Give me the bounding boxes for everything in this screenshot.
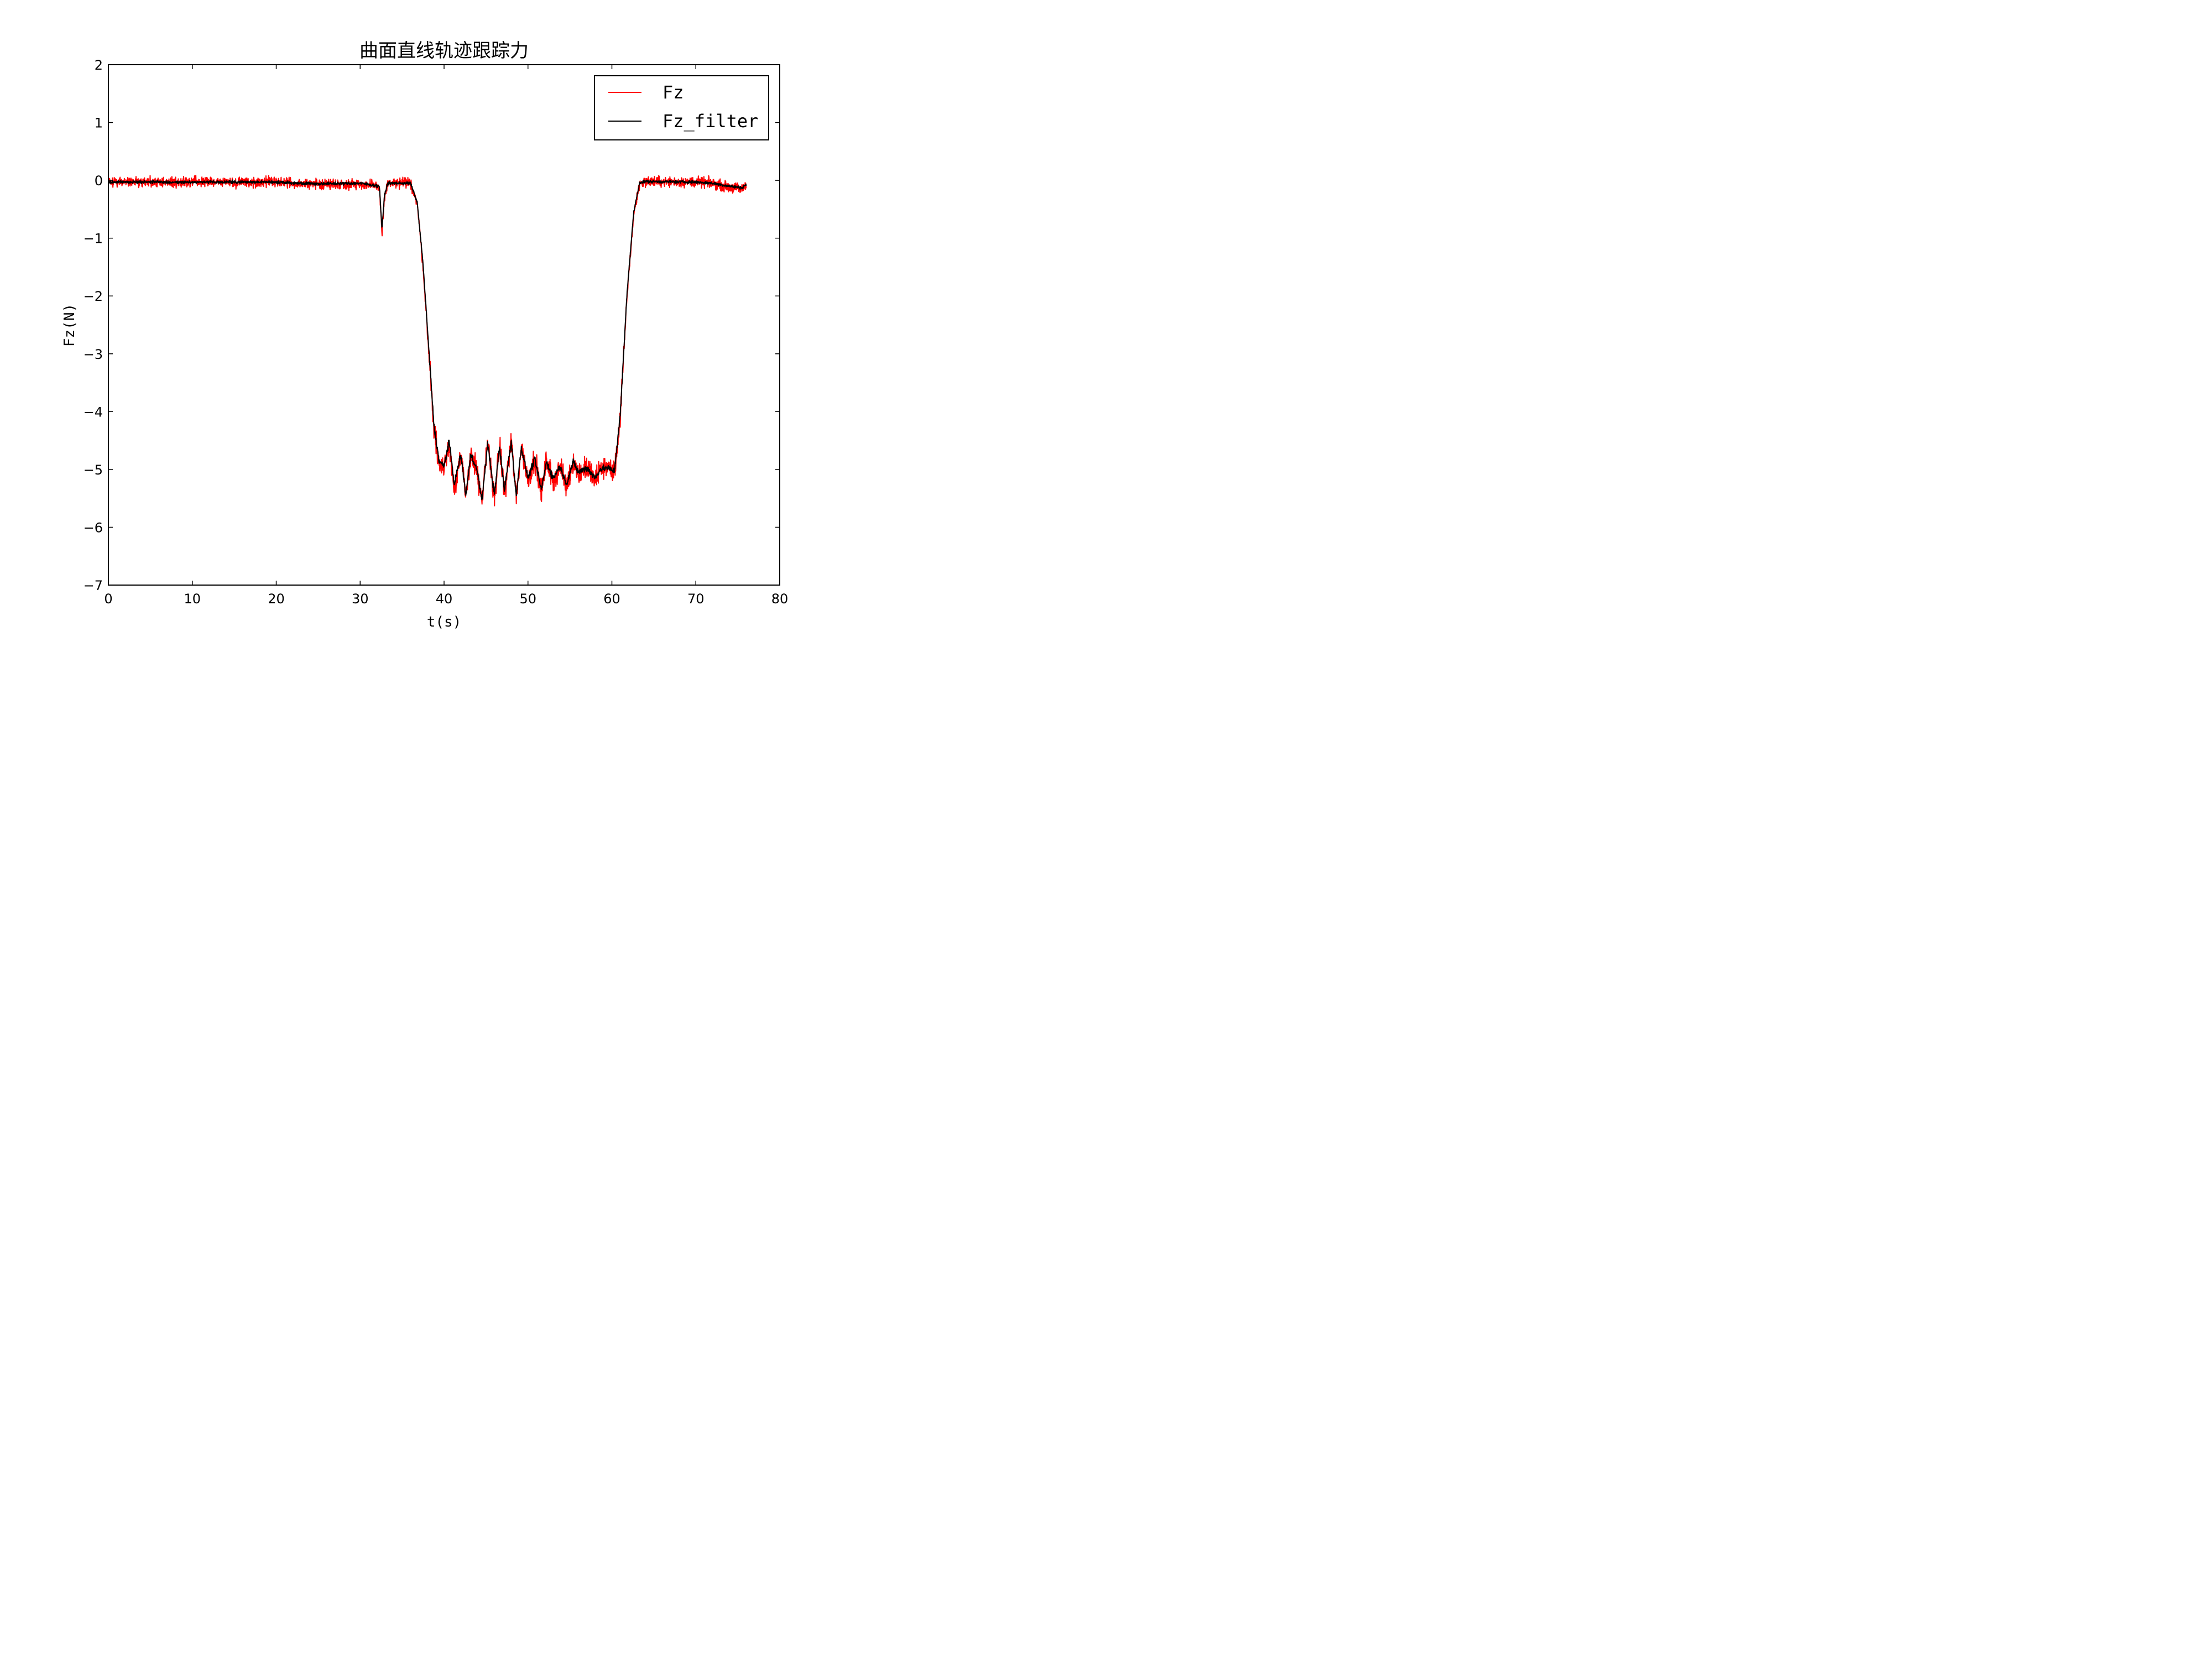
y-axis-label: Fz(N) xyxy=(61,304,78,347)
x-tick-label: 60 xyxy=(603,591,620,607)
legend-label-fz: Fz xyxy=(662,82,684,103)
y-tick-label: −3 xyxy=(84,347,103,362)
chart-title: 曲面直线轨迹跟踪力 xyxy=(359,40,529,62)
x-tick-label: 40 xyxy=(436,591,453,607)
y-tick-label: 0 xyxy=(95,173,103,189)
y-tick-label: −7 xyxy=(84,578,103,593)
legend-box xyxy=(594,75,769,140)
y-tick-label: −1 xyxy=(84,231,103,247)
x-axis-label: t(s) xyxy=(427,614,462,630)
x-tick-label: 10 xyxy=(184,591,201,607)
y-tick-label: −4 xyxy=(84,404,103,420)
legend-label-fz-filter: Fz_filter xyxy=(662,111,758,132)
x-tick-label: 50 xyxy=(519,591,536,607)
y-tick-label: 2 xyxy=(95,58,103,73)
x-tick-label: 20 xyxy=(268,591,285,607)
series-layer xyxy=(108,174,747,507)
y-tick-label: −6 xyxy=(84,520,103,535)
legend: Fz Fz_filter xyxy=(594,75,769,140)
y-tick-label: −2 xyxy=(84,289,103,304)
x-tick-label: 30 xyxy=(352,591,369,607)
x-tick-label: 80 xyxy=(771,591,789,607)
x-tick-label: 0 xyxy=(104,591,112,607)
x-tick-label: 70 xyxy=(687,591,705,607)
series-line-fz-filter xyxy=(108,179,747,500)
y-tick-label: −5 xyxy=(84,462,103,478)
y-tick-label: 1 xyxy=(95,116,103,131)
